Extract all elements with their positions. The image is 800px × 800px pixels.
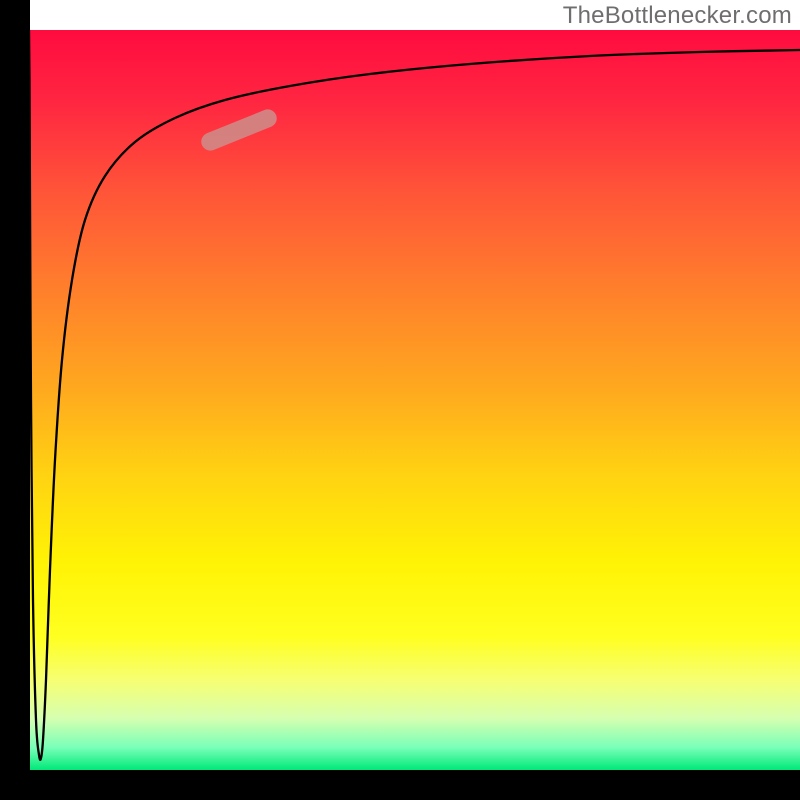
plot-background — [29, 30, 800, 770]
bottleneck-chart — [0, 0, 800, 800]
x-axis — [0, 770, 800, 800]
chart-container: { "watermark": { "text": "TheBottlenecke… — [0, 0, 800, 800]
y-axis — [0, 0, 30, 800]
watermark-text: TheBottlenecker.com — [563, 2, 792, 30]
